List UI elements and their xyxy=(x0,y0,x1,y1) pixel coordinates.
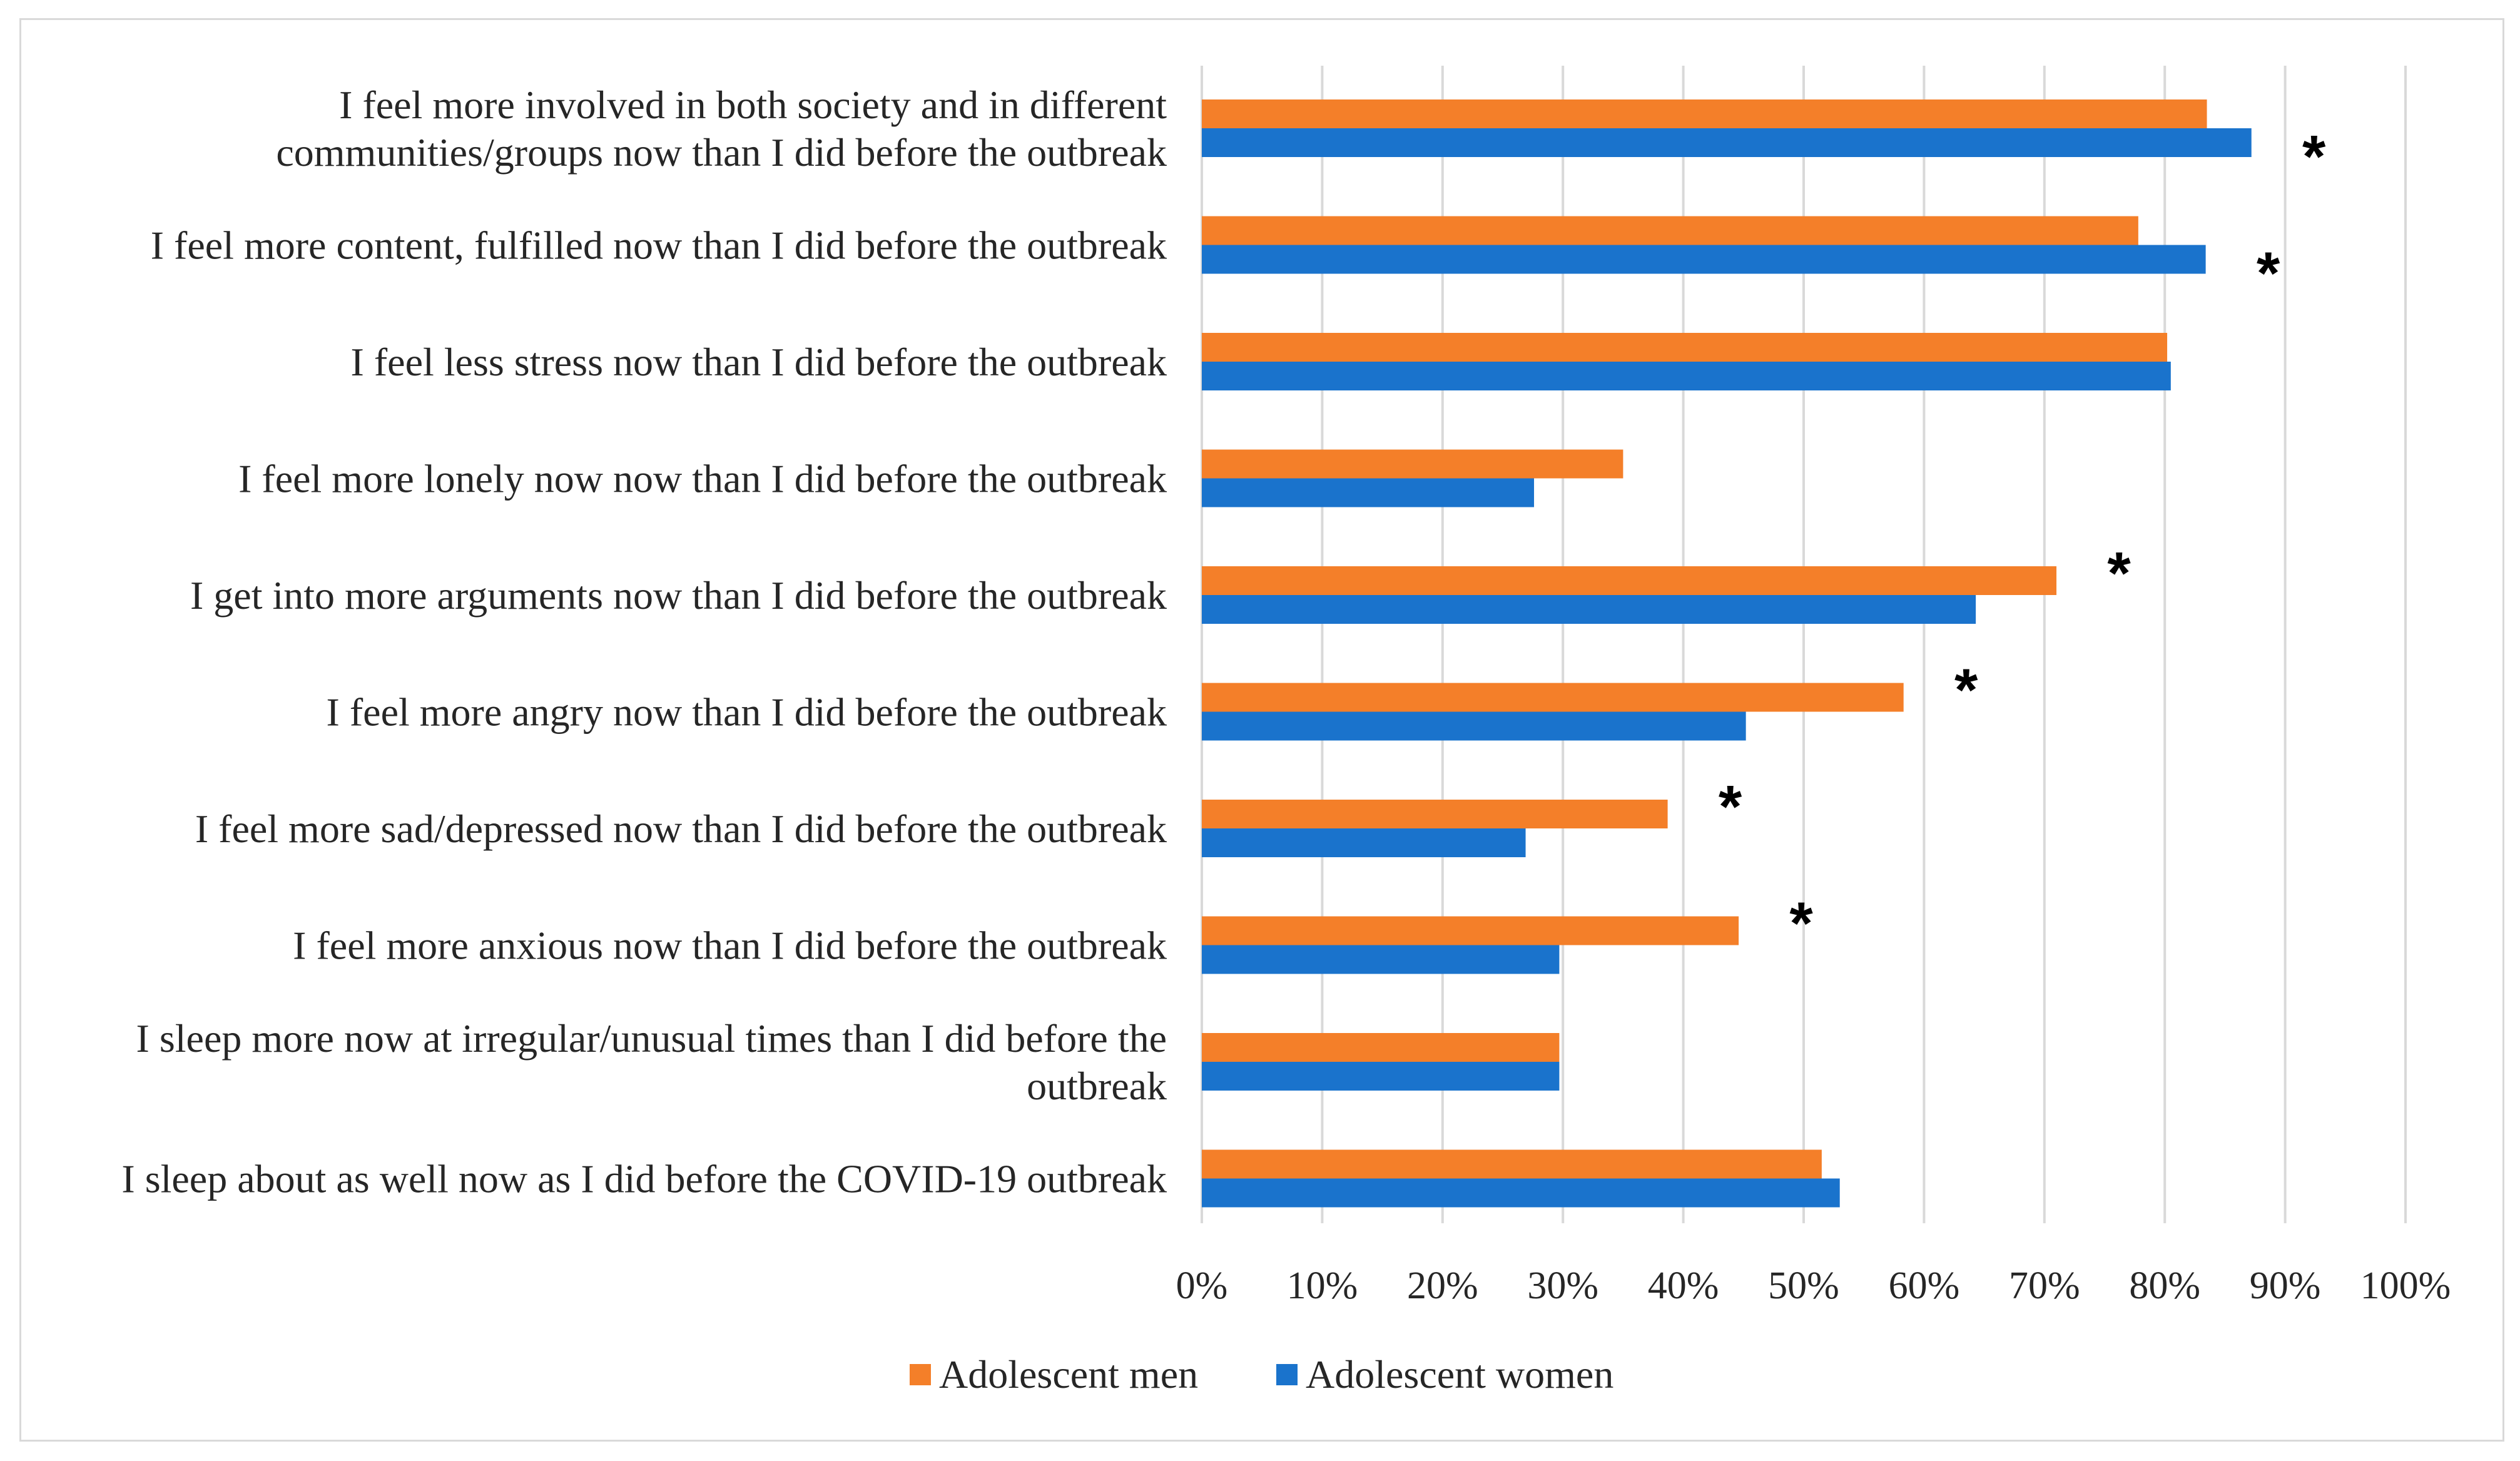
significance-marker: * xyxy=(1719,773,1742,840)
category-label: I feel more content, fulfilled now than … xyxy=(151,223,1167,268)
category-label: I get into more arguments now than I did… xyxy=(190,573,1167,618)
bar-adolescent-women xyxy=(1202,711,1746,741)
x-tick-label: 100% xyxy=(2360,1265,2451,1307)
legend-swatch xyxy=(1276,1364,1298,1385)
bar-adolescent-men xyxy=(1202,916,1739,945)
significance-marker: * xyxy=(2302,123,2326,190)
x-tick-label: 90% xyxy=(2250,1265,2321,1307)
bar-adolescent-men xyxy=(1202,1033,1560,1062)
category-label: I feel more lonely now now than I did be… xyxy=(238,457,1167,501)
category-label: I sleep about as well now as I did befor… xyxy=(121,1157,1167,1201)
significance-marker: * xyxy=(1954,657,1978,724)
x-tick-label: 10% xyxy=(1287,1265,1358,1307)
x-tick-label: 70% xyxy=(2009,1265,2080,1307)
category-label: I feel less stress now than I did before… xyxy=(351,340,1167,384)
category-label: I feel more anxious now than I did befor… xyxy=(293,924,1167,968)
category-label: I feel more sad/depressed now than I did… xyxy=(195,807,1167,851)
bar-adolescent-women xyxy=(1202,128,2252,157)
bar-adolescent-men xyxy=(1202,216,2138,245)
bar-adolescent-women xyxy=(1202,1062,1560,1091)
bar-adolescent-men xyxy=(1202,449,1623,479)
legend-label: Adolescent men xyxy=(939,1352,1198,1397)
category-label: communities/groups now than I did before… xyxy=(276,130,1167,175)
x-tick-label: 0% xyxy=(1176,1265,1228,1307)
bar-adolescent-men xyxy=(1202,333,2168,362)
x-tick-label: 20% xyxy=(1407,1265,1478,1307)
x-tick-label: 50% xyxy=(1768,1265,1839,1307)
bar-adolescent-women xyxy=(1202,595,1976,624)
category-label: outbreak xyxy=(1027,1064,1167,1108)
bar-adolescent-women xyxy=(1202,828,1526,857)
significance-marker: * xyxy=(2107,540,2131,607)
bar-adolescent-women xyxy=(1202,945,1560,974)
legend-label: Adolescent women xyxy=(1306,1352,1613,1397)
significance-marker: * xyxy=(1789,890,1813,957)
category-label: I sleep more now at irregular/unusual ti… xyxy=(136,1016,1167,1061)
x-tick-label: 60% xyxy=(1889,1265,1960,1307)
bar-adolescent-women xyxy=(1202,478,1535,507)
bar-adolescent-women xyxy=(1202,245,2206,274)
x-tick-label: 40% xyxy=(1648,1265,1719,1307)
x-tick-label: 80% xyxy=(2129,1265,2200,1307)
bar-adolescent-men xyxy=(1202,683,1904,712)
x-tick-label: 30% xyxy=(1527,1265,1598,1307)
significance-marker: * xyxy=(2257,240,2280,307)
bar-adolescent-women xyxy=(1202,362,2171,390)
bar-adolescent-women xyxy=(1202,1178,1840,1208)
bar-adolescent-men xyxy=(1202,566,2057,595)
bar-adolescent-men xyxy=(1202,99,2207,128)
bar-adolescent-men xyxy=(1202,1149,1822,1179)
category-label: I feel more involved in both society and… xyxy=(339,83,1167,127)
legend-swatch xyxy=(910,1364,931,1385)
bar-adolescent-men xyxy=(1202,800,1668,828)
category-label: I feel more angry now than I did before … xyxy=(327,690,1167,735)
